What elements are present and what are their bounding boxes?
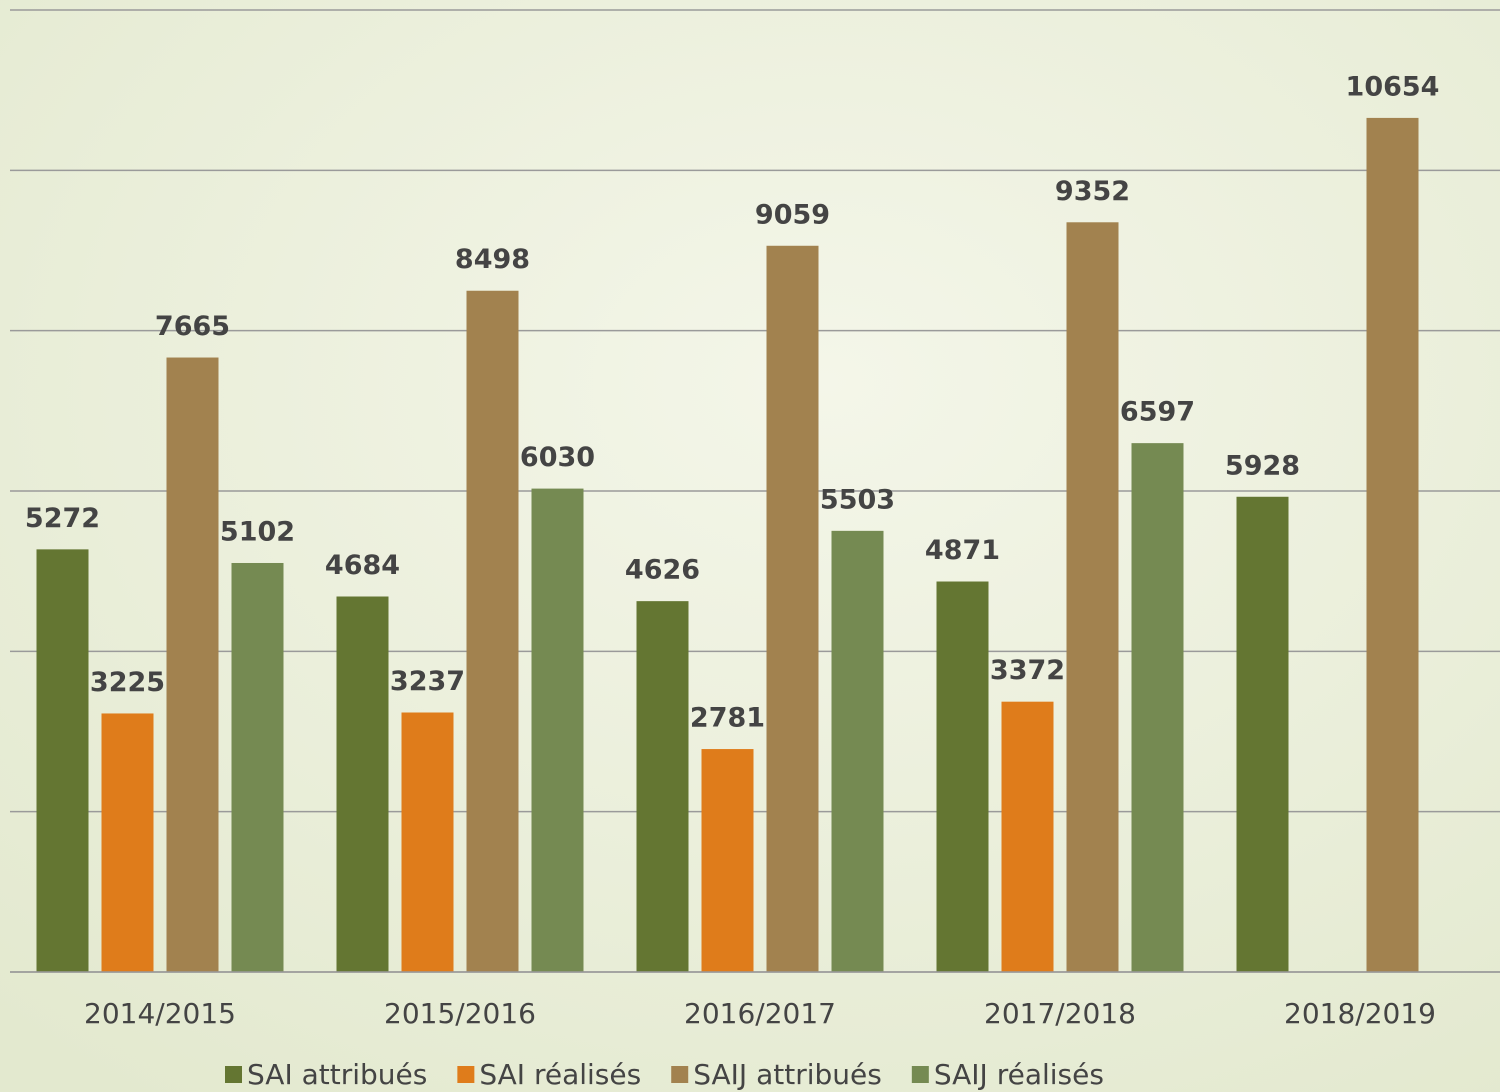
- bar: [532, 489, 584, 972]
- bar: [467, 291, 519, 972]
- legend-label: SAIJ réalisés: [934, 1058, 1104, 1091]
- value-label: 3237: [390, 666, 465, 697]
- value-label: 10654: [1346, 71, 1440, 102]
- value-label: 6597: [1120, 397, 1195, 428]
- bar: [37, 549, 89, 972]
- bar: [1237, 497, 1289, 972]
- x-tick-label: 2016/2017: [684, 997, 836, 1030]
- bar: [937, 582, 989, 972]
- bar: [1067, 222, 1119, 972]
- value-label: 4684: [325, 550, 400, 581]
- value-label: 2781: [690, 703, 765, 734]
- chart: 2014/2015 5272 3225 7665 5102 2015/2016 4684 32…: [0, 0, 1500, 1092]
- x-tick-label: 2015/2016: [384, 997, 536, 1030]
- value-label: 5102: [220, 516, 295, 547]
- bar: [1367, 118, 1419, 972]
- value-label: 6030: [520, 442, 595, 473]
- value-label: 7665: [155, 311, 230, 342]
- bar: [637, 601, 689, 972]
- bar: [832, 531, 884, 972]
- legend-swatch: [671, 1066, 688, 1083]
- value-label: 8498: [455, 244, 530, 275]
- value-label: 5272: [25, 503, 100, 534]
- value-label: 5503: [820, 484, 895, 515]
- x-tick-label: 2017/2018: [984, 997, 1136, 1030]
- legend-label: SAI réalisés: [479, 1058, 641, 1091]
- x-tick-label: 2018/2019: [1284, 997, 1436, 1030]
- bar: [102, 713, 154, 972]
- bar: [167, 358, 219, 972]
- value-label: 3372: [990, 655, 1065, 686]
- value-label: 4626: [625, 555, 700, 586]
- value-label: 5928: [1225, 450, 1300, 481]
- bar: [1002, 702, 1054, 972]
- bar: [1132, 443, 1184, 972]
- bar: [402, 713, 454, 972]
- legend-label: SAIJ attribués: [693, 1058, 882, 1091]
- value-label: 9059: [755, 199, 830, 230]
- value-label: 4871: [925, 535, 1000, 566]
- legend-swatch: [912, 1066, 929, 1083]
- bar: [232, 563, 284, 972]
- legend-swatch: [457, 1066, 474, 1083]
- legend-swatch: [225, 1066, 242, 1083]
- legend-label: SAI attribués: [247, 1058, 427, 1091]
- value-label: 9352: [1055, 176, 1130, 207]
- bar: [702, 749, 754, 972]
- x-tick-label: 2014/2015: [84, 997, 236, 1030]
- value-label: 3225: [90, 667, 165, 698]
- bar: [767, 246, 819, 972]
- bar: [337, 596, 389, 972]
